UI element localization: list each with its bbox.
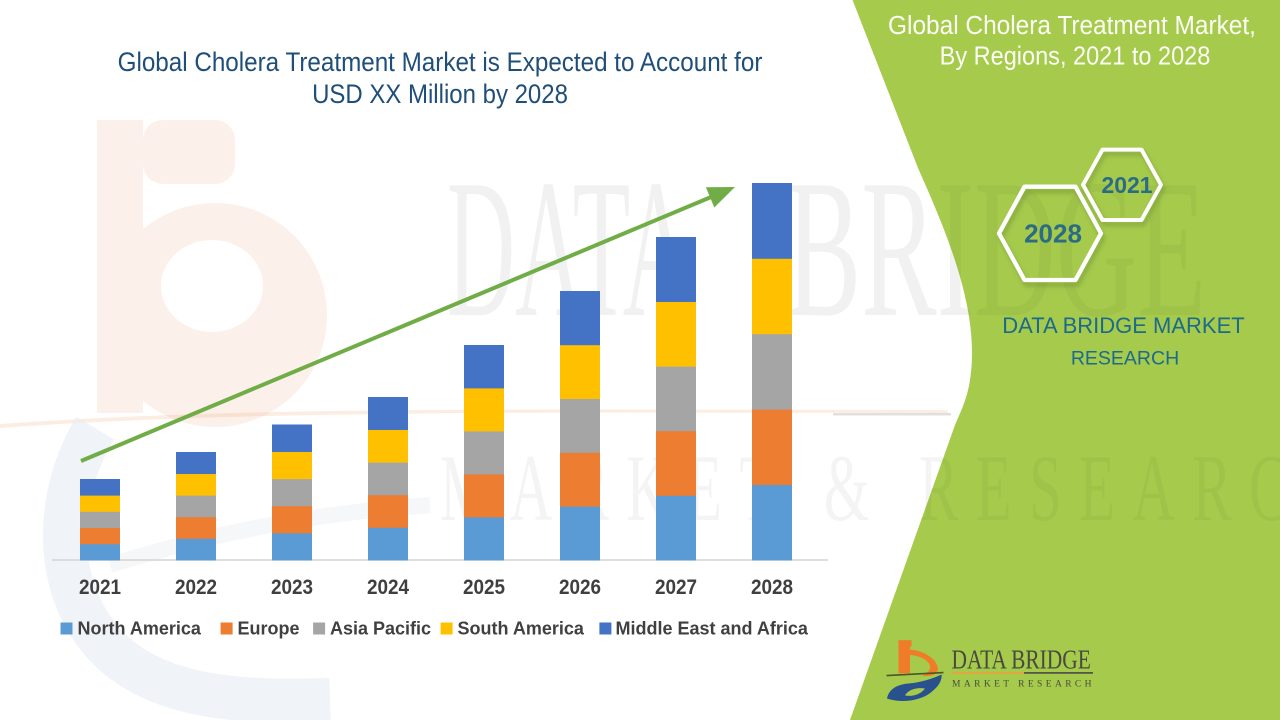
svg-text:2027: 2027 xyxy=(655,576,697,599)
svg-text:Global Cholera Treatment Marke: Global Cholera Treatment Market, xyxy=(888,11,1256,40)
svg-text:2026: 2026 xyxy=(559,576,601,599)
svg-text:Europe: Europe xyxy=(238,619,300,639)
svg-text:MARKET RESEARCH: MARKET RESEARCH xyxy=(952,680,1095,690)
svg-text:2028: 2028 xyxy=(1024,219,1082,249)
svg-text:2021: 2021 xyxy=(1101,172,1152,198)
svg-text:2022: 2022 xyxy=(175,576,217,599)
svg-text:2024: 2024 xyxy=(367,576,409,599)
svg-text:2028: 2028 xyxy=(751,576,793,599)
svg-text:RESEARCH: RESEARCH xyxy=(1071,348,1179,370)
svg-text:2023: 2023 xyxy=(271,576,313,599)
svg-text:DATA BRIDGE: DATA BRIDGE xyxy=(952,645,1091,675)
svg-text:2025: 2025 xyxy=(463,576,505,599)
svg-text:North America: North America xyxy=(78,619,202,639)
svg-text:Global Cholera Treatment Marke: Global Cholera Treatment Market is Expec… xyxy=(118,48,763,77)
svg-text:USD XX Million by 2028: USD XX Million by 2028 xyxy=(312,80,568,109)
svg-text:Asia Pacific: Asia Pacific xyxy=(330,619,431,639)
svg-text:By Regions, 2021 to 2028: By Regions, 2021 to 2028 xyxy=(940,42,1211,70)
svg-text:Middle East and Africa: Middle East and Africa xyxy=(616,619,809,639)
svg-text:DATA BRIDGE MARKET: DATA BRIDGE MARKET xyxy=(1002,313,1244,338)
svg-text:South America: South America xyxy=(458,619,585,639)
svg-text:2021: 2021 xyxy=(79,576,121,599)
